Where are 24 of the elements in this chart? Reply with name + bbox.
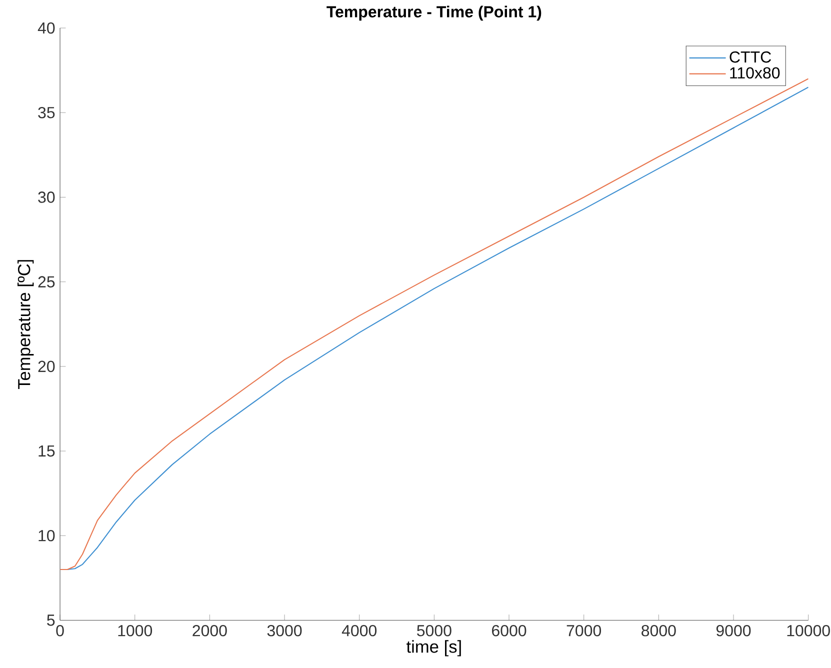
x-tick-label: 8000 [642,624,676,636]
legend-label: CTTC [730,51,772,63]
x-tick-label: 5000 [417,624,452,636]
x-tick-label: 9000 [716,624,751,636]
y-tick-label: 25 [38,276,55,288]
y-tick-label: 20 [38,360,55,372]
x-tick-label: 4000 [342,624,377,636]
y-tick-label: 15 [38,445,55,456]
chart-title: Temperature - Time (Point 1) [326,6,542,21]
x-tick-label: 0 [56,624,64,636]
y-tick-label: 5 [47,614,55,626]
y-tick-label: 30 [38,191,55,203]
y-axis-title: Temperature [ºC] [18,260,34,389]
x-tick-label: 7000 [566,624,602,636]
y-tick-label: 10 [38,530,55,542]
x-tick-label: 6000 [492,624,526,636]
y-tick-label: 35 [38,106,55,118]
x-axis-title: time [s] [406,640,461,656]
y-tick-label: 40 [38,22,55,34]
x-tick-label: 2000 [192,624,227,636]
x-tick-label: 1000 [118,624,152,636]
x-tick-label: 10000 [787,624,830,636]
x-tick-label: 3000 [267,624,302,636]
legend-label: 110x80 [730,67,780,78]
